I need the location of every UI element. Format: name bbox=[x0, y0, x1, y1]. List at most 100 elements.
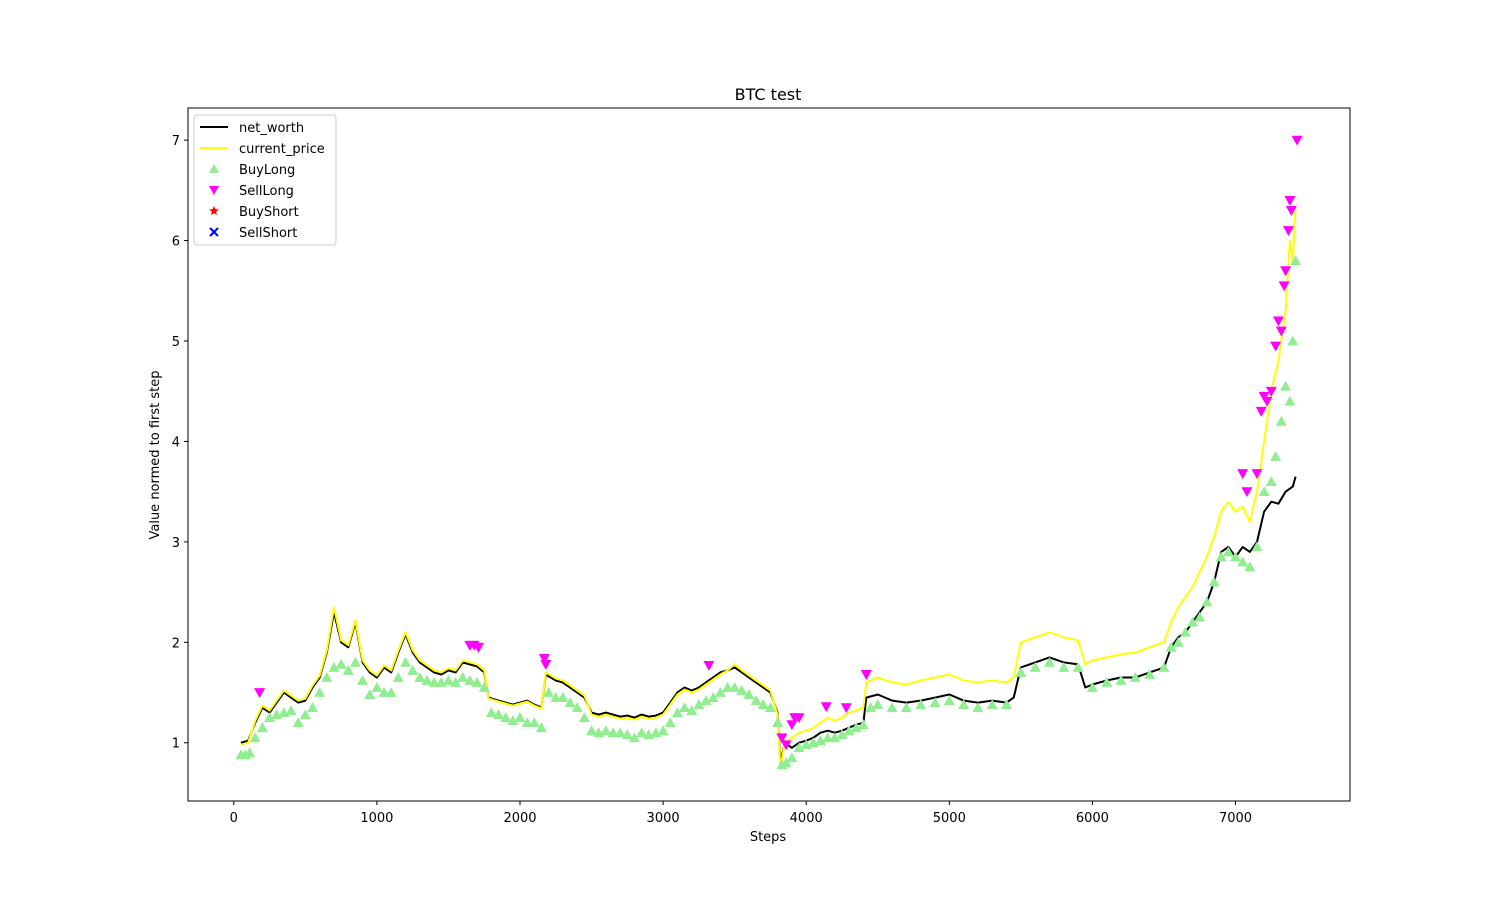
BuyLong-marker bbox=[607, 727, 619, 738]
SellLong-marker bbox=[1284, 196, 1296, 206]
BuyLong-marker bbox=[743, 689, 755, 699]
SellLong-marker bbox=[1272, 316, 1284, 327]
BuyLong-marker bbox=[750, 695, 762, 705]
plot-frame bbox=[187, 107, 1351, 802]
BuyLong-marker bbox=[636, 727, 648, 738]
BuyLong-marker bbox=[621, 729, 633, 740]
BuyLong-marker bbox=[1165, 641, 1177, 652]
BuyLong-marker bbox=[865, 702, 877, 712]
BuyLong-marker bbox=[550, 692, 562, 702]
x-tick-label: 2000 bbox=[503, 811, 536, 826]
BuyLong-marker bbox=[1201, 596, 1213, 607]
BuyLong-marker bbox=[1215, 551, 1227, 562]
legend-label: BuyShort bbox=[239, 205, 299, 220]
BuyLong-marker bbox=[1265, 476, 1277, 487]
BuyLong-marker bbox=[815, 735, 827, 746]
BuyLong-marker bbox=[836, 729, 848, 740]
BuyLong-marker bbox=[722, 682, 733, 692]
BuyLong-marker bbox=[578, 712, 590, 723]
BuyLong-marker bbox=[256, 722, 268, 733]
y-tick-label: 5 bbox=[172, 335, 180, 350]
BuyLong-marker bbox=[244, 747, 256, 758]
SellLong-marker bbox=[1280, 266, 1292, 277]
BuyLong-marker bbox=[1015, 666, 1027, 677]
BuyLong-marker bbox=[1029, 661, 1041, 672]
BuyLong-marker bbox=[421, 674, 433, 685]
BuyLong-marker bbox=[314, 687, 326, 697]
BuyLong-marker bbox=[843, 725, 855, 736]
x-tick-label: 5000 bbox=[933, 811, 966, 826]
BuyLong-marker bbox=[564, 697, 576, 707]
BuyLong-marker bbox=[400, 656, 412, 667]
BuyLong-marker bbox=[571, 702, 583, 712]
y-axis: 1 2 3 4 5 6 7 bbox=[172, 134, 188, 752]
y-axis-title: Value normed to first step bbox=[148, 370, 163, 539]
legend-label: net_worth bbox=[239, 121, 304, 136]
SellLong-marker bbox=[840, 703, 852, 714]
BuyLong-marker bbox=[1043, 656, 1055, 667]
BuyLong-marker bbox=[786, 752, 798, 763]
BuyLong-marker bbox=[264, 712, 276, 723]
chart-title: BTC test bbox=[735, 85, 802, 104]
BuyLong-marker bbox=[478, 682, 490, 692]
BuyLong-marker bbox=[1072, 661, 1084, 672]
legend-swatch bbox=[209, 206, 219, 216]
BuyLong-marker bbox=[693, 699, 705, 709]
BuyLong-marker bbox=[772, 717, 784, 728]
SellLong-marker bbox=[538, 653, 550, 664]
BuyLong-marker bbox=[442, 674, 454, 685]
BuyLong-marker bbox=[1179, 626, 1191, 637]
BuyLong-marker bbox=[457, 671, 469, 682]
BuyLong-marker bbox=[1208, 576, 1220, 587]
BuyLong-marker bbox=[392, 671, 404, 682]
SellLong-marker bbox=[473, 642, 484, 653]
SellLong-marker bbox=[1237, 469, 1249, 480]
BuyLong-marker bbox=[485, 707, 497, 718]
SellLong-marker bbox=[1291, 135, 1303, 146]
BuyLong-marker bbox=[1275, 415, 1287, 426]
BuyLong-marker bbox=[600, 725, 612, 736]
BuyLong-marker bbox=[929, 697, 941, 707]
SellLong-marker bbox=[1282, 226, 1294, 237]
SellLong-marker bbox=[1275, 326, 1287, 337]
BuyLong-marker bbox=[292, 717, 304, 728]
BuyLong-marker bbox=[1270, 451, 1282, 461]
BuyLong-marker bbox=[535, 722, 547, 733]
SellLong-marker bbox=[1258, 391, 1270, 402]
legend-label: BuyLong bbox=[239, 163, 295, 178]
BuyLong-marker bbox=[428, 676, 440, 687]
BuyLong-marker bbox=[829, 732, 841, 743]
BuyLong-marker bbox=[1129, 671, 1141, 682]
BuyLong-marker bbox=[1144, 668, 1156, 679]
SellLong-marker bbox=[1251, 469, 1263, 480]
x-tick-label: 7000 bbox=[1219, 811, 1252, 826]
x-tick-label: 6000 bbox=[1076, 811, 1109, 826]
legend: net_worth current_price BuyLong SellLong Buy… bbox=[193, 114, 337, 246]
BuyLong-marker bbox=[943, 695, 955, 705]
BuyLong-marker bbox=[764, 702, 776, 712]
legend-swatch bbox=[209, 186, 219, 195]
BuyLong-marker bbox=[1001, 699, 1013, 709]
legend-label: SellShort bbox=[239, 226, 297, 241]
SellLong-marker bbox=[1261, 396, 1273, 407]
BuyLong-marker bbox=[378, 687, 390, 697]
BuyLong-marker bbox=[307, 702, 318, 712]
SellLong-marker bbox=[776, 733, 788, 744]
BuyLong-marker bbox=[850, 722, 862, 733]
BuyLong-marker bbox=[729, 682, 741, 692]
SellLong-marker bbox=[1255, 406, 1267, 417]
BuyLong-marker bbox=[321, 671, 333, 682]
BuyLong-marker bbox=[1115, 674, 1127, 685]
SellLong-marker bbox=[1285, 206, 1297, 216]
BuyLong-marker bbox=[1172, 636, 1184, 647]
BuyLong-marker bbox=[371, 682, 383, 692]
y-tick-label: 3 bbox=[172, 536, 180, 551]
BuyLong-marker bbox=[700, 695, 712, 705]
SellLong-marker bbox=[1278, 281, 1290, 292]
SellLong-marker bbox=[793, 713, 805, 724]
BuyLong-marker bbox=[780, 757, 792, 768]
SellLong-marker bbox=[786, 720, 798, 731]
BuyLong-marker bbox=[464, 674, 476, 685]
BuyLong-marker bbox=[736, 685, 748, 695]
BuyLong-marker bbox=[1058, 661, 1070, 672]
